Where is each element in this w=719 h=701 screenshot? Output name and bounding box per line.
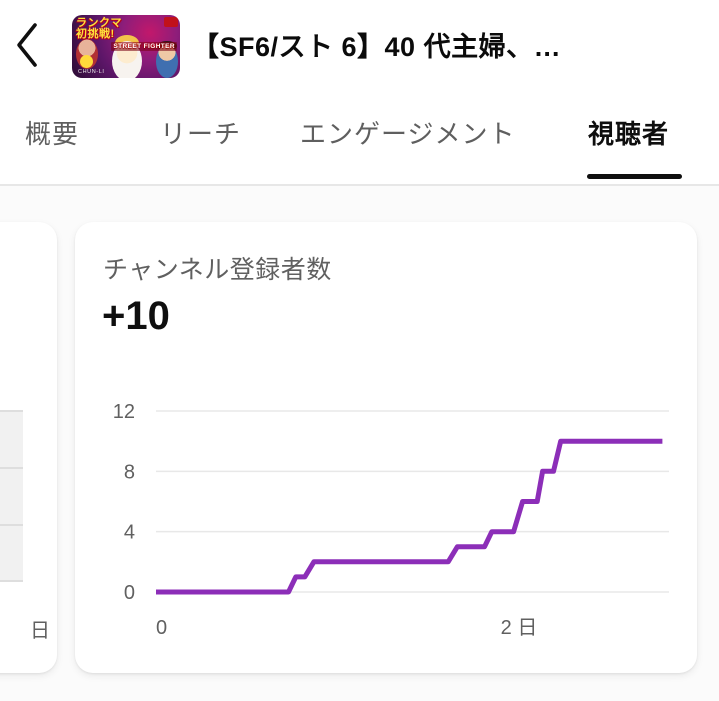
chevron-left-icon: [17, 23, 37, 67]
video-title: 【SF6/スト 6】40 代主婦、…: [192, 32, 562, 62]
previous-metric-card[interactable]: 日: [0, 222, 57, 673]
gridline: [0, 524, 23, 526]
svg-text:2 日: 2 日: [501, 617, 538, 639]
thumbnail-art: [156, 45, 178, 78]
gridline: [0, 410, 23, 412]
metrics-carousel[interactable]: 日 チャンネル登録者数 +10 0 4 8 12 0 2 日: [0, 186, 719, 701]
thumbnail-badge-text: ランクマ 初挑戦!: [76, 17, 122, 40]
svg-text:0: 0: [124, 582, 135, 604]
tab-engagement[interactable]: エンゲージメント: [300, 119, 516, 149]
thumbnail-art: [80, 55, 93, 68]
active-tab-indicator: [587, 174, 682, 179]
tab-overview[interactable]: 概要: [25, 119, 80, 149]
back-button[interactable]: [8, 14, 52, 72]
svg-text:8: 8: [124, 461, 135, 483]
tab-reach[interactable]: リーチ: [160, 119, 242, 149]
video-thumbnail: ランクマ 初挑戦! STREET FIGHTER CHUN-LI: [72, 15, 180, 78]
subscribers-chart[interactable]: 0 4 8 12 0 2 日: [75, 222, 697, 673]
svg-text:4: 4: [124, 522, 135, 544]
thumbnail-logo-text: STREET FIGHTER: [111, 42, 177, 51]
subscribers-delta: +10: [102, 294, 170, 338]
svg-text:12: 12: [113, 401, 135, 423]
thumbnail-caption: CHUN-LI: [78, 69, 105, 75]
video-header: ランクマ 初挑戦! STREET FIGHTER CHUN-LI 【SF6/スト …: [0, 0, 719, 90]
svg-text:0: 0: [156, 617, 167, 639]
x-axis-label: 日: [30, 620, 50, 642]
tab-audience[interactable]: 視聴者: [588, 119, 670, 149]
gridline: [0, 580, 23, 582]
previous-chart-fragment: [0, 410, 23, 581]
analytics-tabs: 概要 リーチ エンゲージメント 視聴者: [0, 90, 719, 184]
subscribers-card[interactable]: チャンネル登録者数 +10 0 4 8 12 0 2 日: [75, 222, 697, 673]
thumbnail-logo-box: [164, 17, 178, 27]
card-title: チャンネル登録者数: [103, 256, 332, 284]
tabs-divider: [0, 184, 719, 186]
gridline: [0, 467, 23, 469]
